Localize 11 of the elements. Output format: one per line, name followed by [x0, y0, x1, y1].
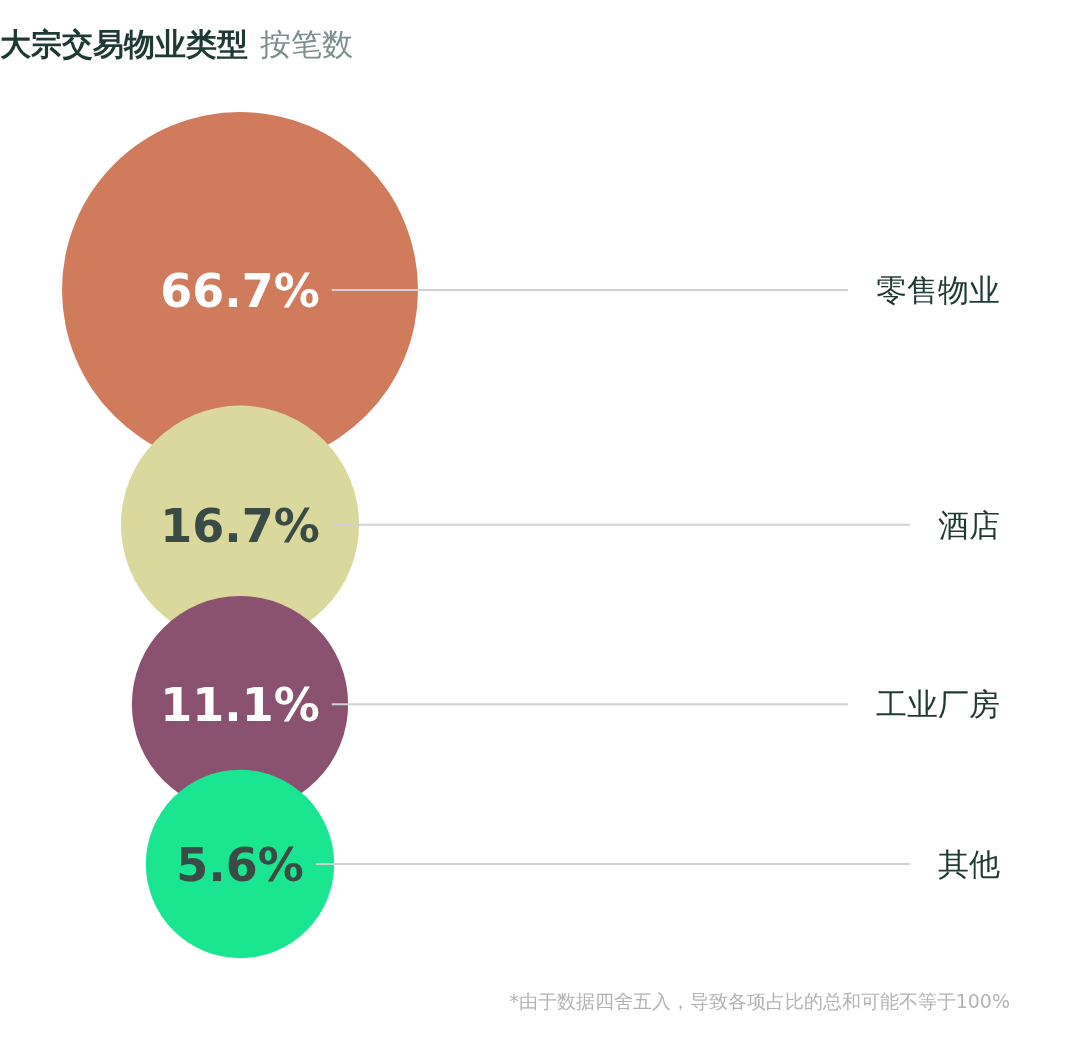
text: *由于数据四舍五入，导致各项占比的总和可能不等于100%	[509, 990, 1010, 1012]
data-label: 11.1%	[160, 678, 320, 733]
category-label: 工业厂房	[876, 686, 1000, 723]
category-label: 零售物业	[876, 272, 1000, 308]
text: 按笔数	[260, 26, 353, 62]
category-label: 酒店	[938, 506, 1000, 543]
category-label: 其他	[938, 845, 1000, 882]
data-label: 5.6%	[176, 837, 304, 892]
text: 大宗交易物业类型	[0, 26, 248, 62]
data-label: 66.7%	[160, 264, 320, 318]
data-label: 16.7%	[160, 498, 320, 553]
